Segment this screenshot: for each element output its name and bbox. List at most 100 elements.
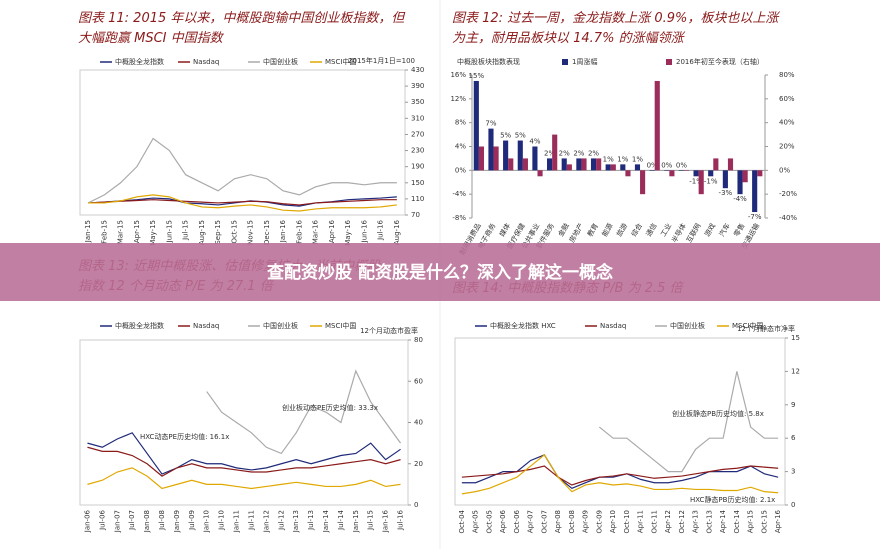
bar — [634, 164, 641, 171]
legend-label: 中概股全龙指数 — [115, 57, 164, 66]
y-tick-label: 0 — [414, 501, 418, 509]
bar — [649, 170, 655, 171]
bar — [605, 164, 611, 171]
x-tick-label: Apr-15 — [747, 510, 755, 533]
x-tick-label: Jan-14 — [322, 509, 330, 533]
legend-label: 中概股全龙指数 — [115, 321, 164, 330]
data-label: -1% — [689, 177, 703, 185]
y-tick-label: 270 — [411, 130, 424, 138]
bar — [664, 170, 670, 171]
x-tick-label: Apr-14 — [719, 509, 727, 533]
y2-tick-label: 40% — [779, 119, 795, 127]
x-tick-label: Oct-11 — [650, 510, 658, 534]
line-series — [87, 137, 397, 204]
x-tick-label: Jul-11 — [247, 510, 255, 531]
bar — [757, 170, 763, 177]
y2-tick-label: 80% — [779, 71, 795, 79]
data-label: -3% — [719, 189, 733, 197]
x-tick-label: Oct-10 — [623, 510, 631, 534]
x-tick-label: Sep-15 — [214, 220, 222, 245]
legend-label: MSCI中国 — [325, 321, 356, 330]
x-tick-label: May-15 — [149, 220, 157, 246]
axis-label: 12个月静态市净率 — [737, 324, 795, 333]
bar — [713, 158, 719, 171]
x-tick-label: Mar-16 — [312, 219, 320, 244]
annotation: 创业板动态PE历史均值: 33.3x — [282, 403, 378, 412]
data-label: 2% — [588, 149, 599, 157]
banner-text: 查配资炒股 配资股是什么？深入了解这一概念 — [266, 262, 613, 283]
data-label: -1% — [704, 177, 718, 185]
legend-label: MSCI中国 — [732, 321, 763, 330]
bar — [537, 170, 543, 177]
legend-label: 中概股全龙指数 HXC — [490, 321, 556, 330]
y-tick-label: 20 — [414, 460, 423, 468]
line-series — [206, 369, 402, 455]
y-tick-label: 110 — [411, 195, 424, 203]
plot-frame — [79, 69, 406, 216]
data-label: 2% — [544, 149, 555, 157]
bar — [727, 158, 734, 171]
x-tick-label: Jun-16 — [360, 219, 368, 243]
legend-swatch — [666, 59, 672, 65]
legend-label: 中国创业板 — [670, 321, 705, 330]
legend-label: Nasdaq — [193, 58, 219, 66]
data-label: 5% — [500, 132, 511, 140]
x-tick-label: Apr-16 — [328, 219, 336, 243]
y-tick-label: -4% — [452, 190, 466, 198]
y-tick-label: 230 — [411, 147, 424, 155]
x-tick-label: Jul-14 — [337, 509, 345, 530]
data-label: 7% — [485, 120, 496, 128]
data-label: 2% — [559, 149, 570, 157]
x-tick-label: Apr-07 — [527, 510, 535, 533]
bar — [581, 158, 587, 171]
bar — [620, 164, 626, 171]
x-tick-label: Oct-12 — [678, 510, 686, 534]
y-tick-label: -8% — [452, 214, 466, 222]
y-tick-label: 0 — [791, 501, 795, 509]
data-label: 4% — [529, 138, 540, 146]
legend-label: Nasdaq — [193, 322, 219, 330]
data-label: 5% — [515, 132, 526, 140]
axis-label: 2015年1月1日=100 — [348, 56, 415, 65]
legend-swatch — [562, 59, 568, 65]
y-tick-label: 40 — [414, 419, 423, 427]
line-series — [88, 194, 397, 212]
bar — [596, 158, 602, 171]
chart-title: 图表 11: 2015 年以来，中概股跑输中国创业板指数，但 — [78, 11, 405, 26]
bar — [610, 164, 616, 171]
y2-tick-label: -20% — [779, 190, 797, 198]
x-tick-label: Jul-09 — [188, 510, 196, 531]
x-tick-label: May-16 — [344, 219, 352, 245]
annotation: HXC动态PE历史均值: 16.1x — [140, 432, 229, 441]
x-tick-label: Oct-07 — [540, 510, 548, 534]
bar — [493, 146, 499, 171]
x-tick-label: Apr-10 — [609, 510, 617, 533]
panel-label: 中概股板块指数表现 — [457, 57, 520, 66]
x-tick-label: Oct-15 — [230, 220, 238, 244]
x-tick-label: Apr-16 — [774, 509, 782, 533]
y-tick-label: 4% — [455, 143, 466, 151]
y2-tick-label: 20% — [779, 143, 795, 151]
y-tick-label: 12 — [791, 367, 800, 375]
y-tick-label: 350 — [411, 98, 424, 106]
y-tick-label: 16% — [450, 71, 466, 79]
x-tick-label: Oct-09 — [595, 510, 603, 534]
x-tick-label: Jul-13 — [307, 510, 315, 531]
x-tick-label: Jul-15 — [182, 220, 190, 241]
legend-label: 2016年初至今表现（右轴） — [676, 57, 764, 66]
data-label: 0% — [647, 161, 658, 169]
x-tick-label: Jan-16 — [382, 509, 390, 533]
bar — [547, 158, 553, 171]
x-tick-label: Dec-15 — [263, 220, 271, 245]
bar — [683, 170, 690, 171]
axis-label: 12个月动态市盈率 — [360, 326, 418, 335]
bar — [625, 170, 631, 177]
line-series — [87, 467, 401, 490]
bar — [693, 170, 699, 177]
bar — [742, 170, 748, 183]
line-series — [87, 446, 401, 477]
data-label: 1% — [617, 155, 628, 163]
y2-tick-label: -40% — [779, 214, 797, 222]
